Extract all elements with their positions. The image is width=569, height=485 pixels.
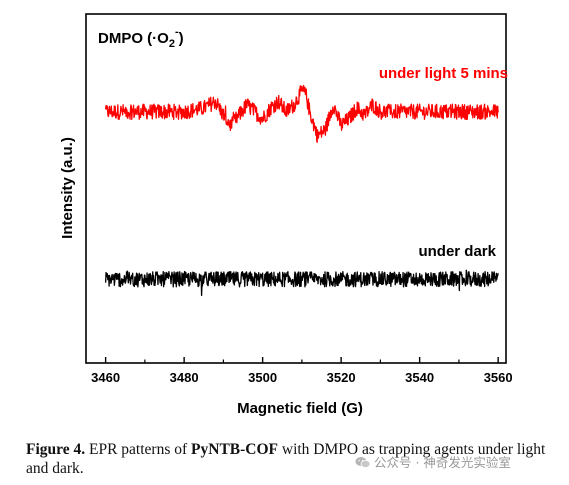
x-tick-label: 3460 [91,370,120,385]
x-tick-label: 3500 [248,370,277,385]
x-tick-label: 3520 [327,370,356,385]
legend-label-dark: under dark [418,243,496,260]
wechat-icon [355,457,371,468]
caption-text-1: EPR patterns of [85,441,192,458]
chart-title-sub: 2 [169,38,175,50]
caption-label: Figure 4. [26,441,86,458]
figure-caption: Figure 4. EPR patterns of PyNTB-COF with… [26,440,556,478]
chart-title-main: DMPO (·O [98,30,169,47]
x-axis-label: Magnetic field (G) [237,400,363,417]
legend-label-light: under light 5 mins [379,65,508,82]
chart-title-sup: - [175,26,179,38]
x-tick-label: 3540 [405,370,434,385]
y-axis-label: Intensity (a.u.) [59,137,76,239]
caption-text-2: with DMPO as trapping agents under light… [26,441,546,477]
x-tick-label: 3480 [170,370,199,385]
caption-bold: PyNTB-COF [191,441,278,458]
watermark-text: 公众号 · 神奇发光实验室 [374,455,511,470]
x-tick-label: 3560 [484,370,513,385]
chart-title-close: ) [179,30,184,47]
series-line-light [104,84,499,143]
series-line-dark [104,269,499,296]
x-ticks: 3460 3480 3500 3520 3540 3560 [91,357,513,385]
plot-frame [85,13,507,364]
series-layer [104,84,499,296]
watermark: 公众号 · 神奇发光实验室 [355,452,511,471]
chart-title: DMPO (·O2-) [98,26,184,50]
